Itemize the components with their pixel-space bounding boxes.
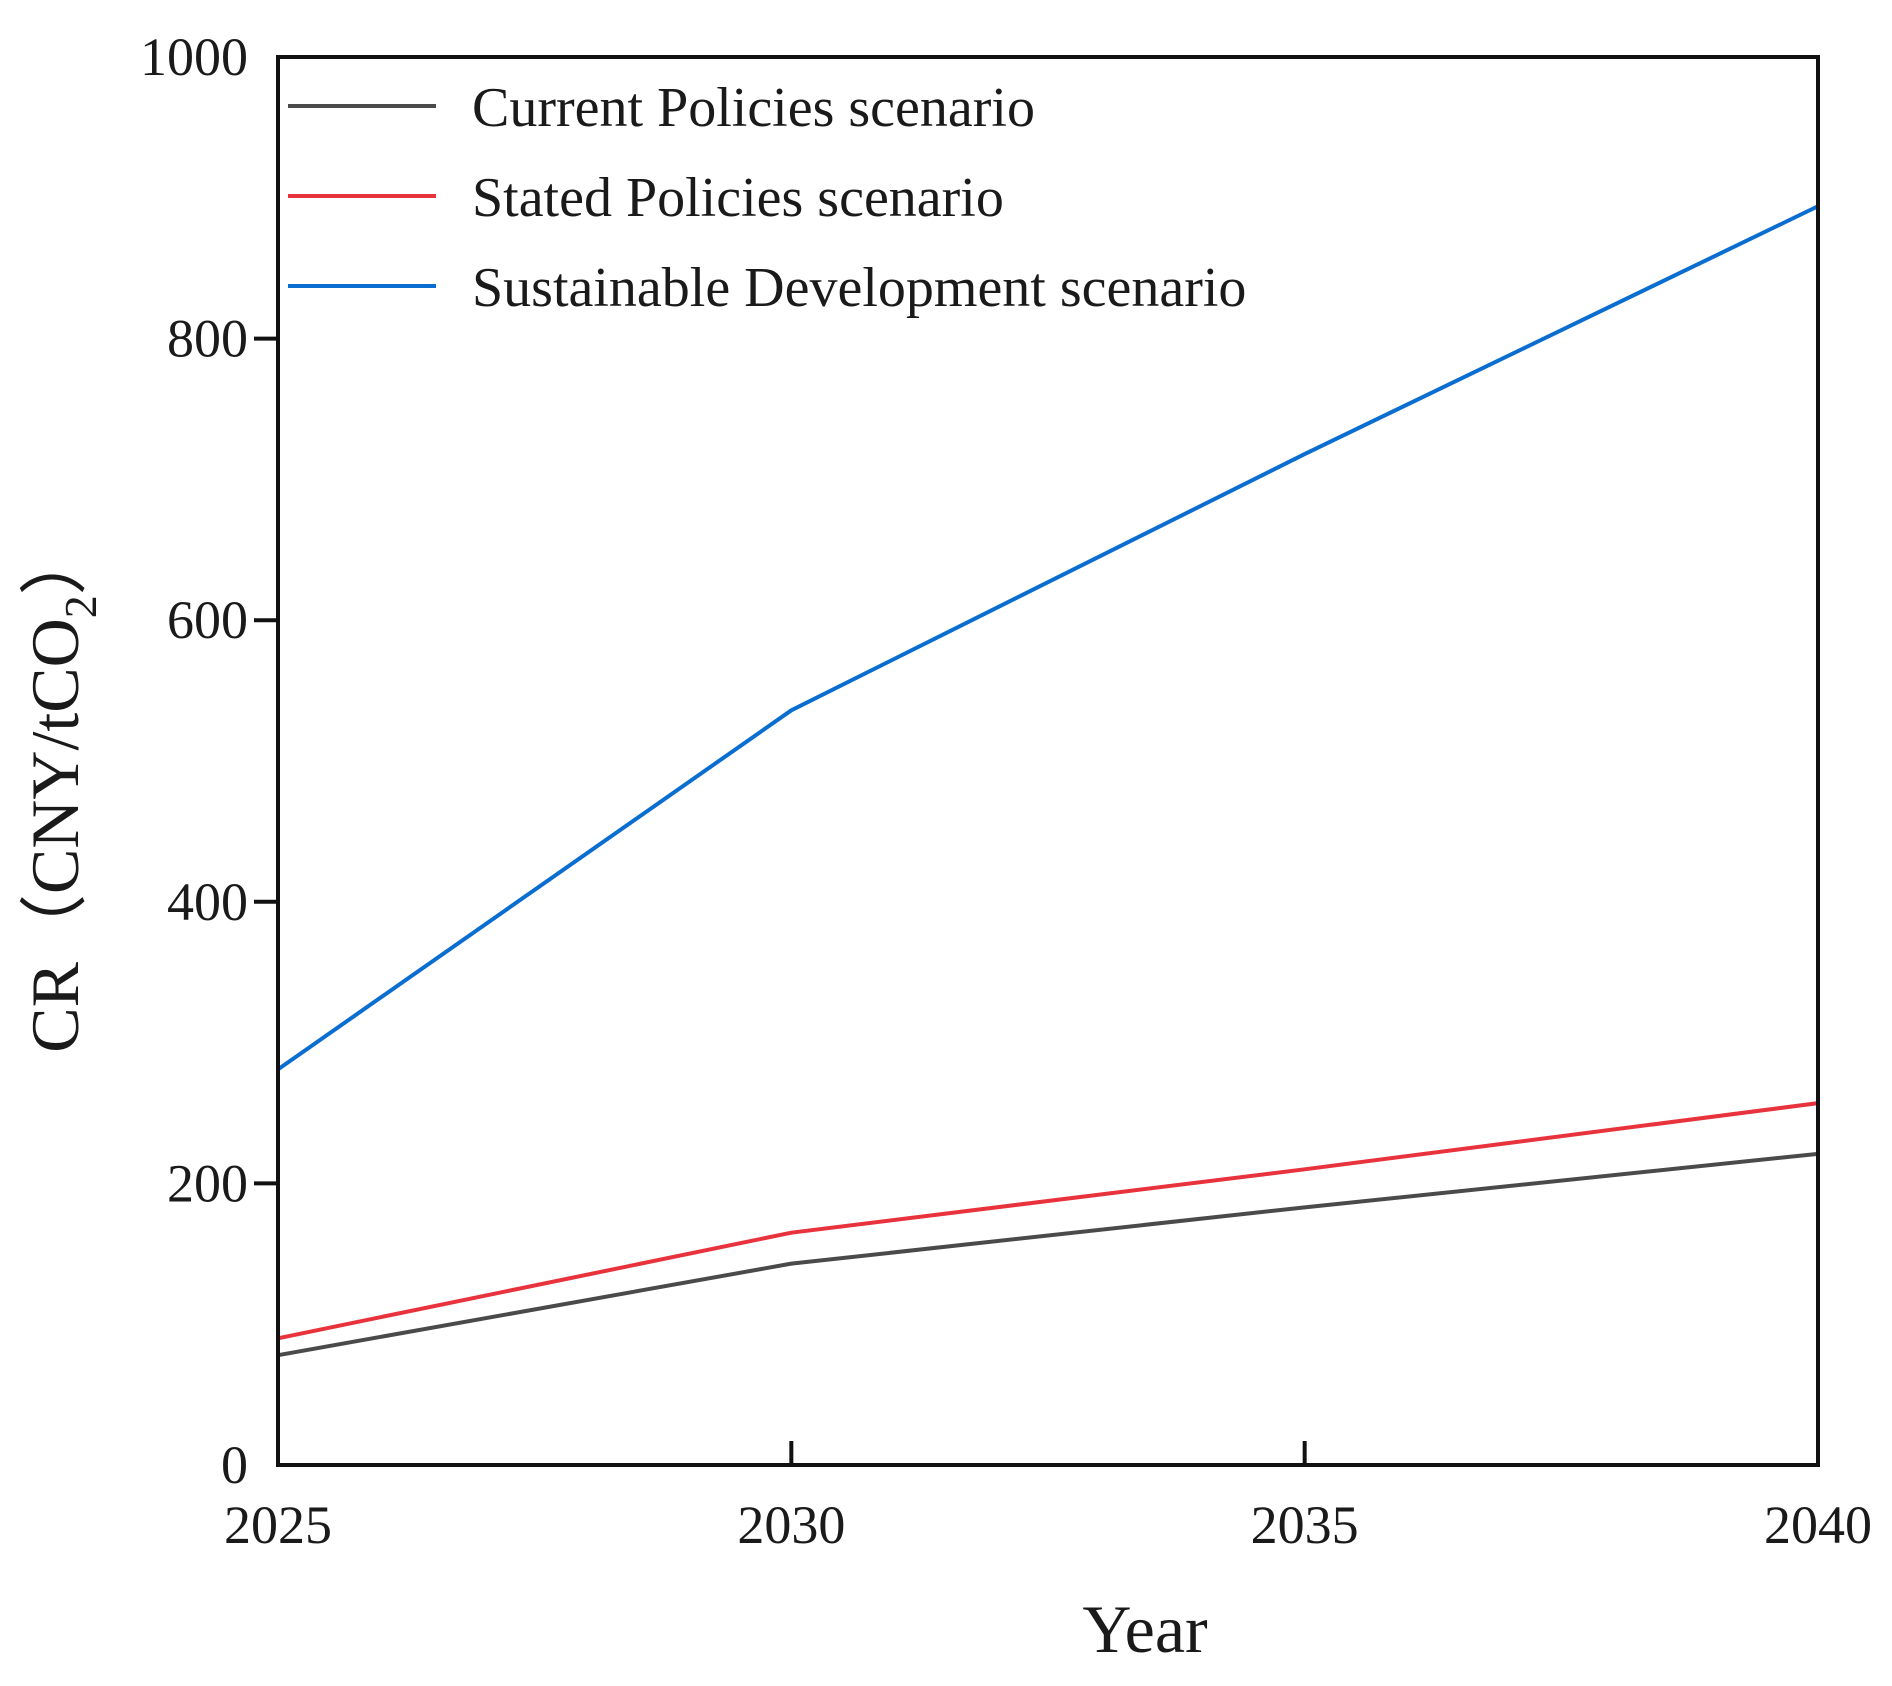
y-axis-title: CR（CNY/tCO2） <box>17 527 106 1053</box>
x-tick-label: 2035 <box>1251 1495 1359 1555</box>
x-axis-title: Year <box>1082 1591 1208 1667</box>
y-axis-title-subscript: 2 <box>55 595 106 618</box>
y-axis-title-main: CR（CNY/tCO <box>17 618 93 1053</box>
x-tick-label: 2040 <box>1764 1495 1872 1555</box>
x-tick-label: 2025 <box>224 1495 332 1555</box>
y-tick-label: 0 <box>221 1435 248 1495</box>
x-tick-label: 2030 <box>737 1495 845 1555</box>
y-tick-label: 200 <box>167 1153 248 1213</box>
y-tick-label: 600 <box>167 590 248 650</box>
plot-area-frame <box>276 55 1820 1467</box>
y-axis-title-close: ） <box>17 527 93 595</box>
series-line-2 <box>277 1101 1819 1341</box>
y-tick-label: 800 <box>167 309 248 369</box>
legend-label-2: Stated Policies scenario <box>472 167 1004 229</box>
axis-ticks: 2025 2030 2035 2040 0 200 400 600 800 1000 <box>140 27 1872 1555</box>
series-layer <box>276 204 1819 1358</box>
legend-label-1: Current Policies scenario <box>472 77 1035 139</box>
legend: Current Policies scenario Stated Policies… <box>288 77 1246 319</box>
series-line-1 <box>277 1151 1819 1358</box>
y-tick-label: 1000 <box>140 27 248 87</box>
legend-label-3: Sustainable Development scenario <box>472 257 1246 319</box>
y-tick-label: 400 <box>167 872 248 932</box>
series-line-3 <box>276 204 1819 1071</box>
